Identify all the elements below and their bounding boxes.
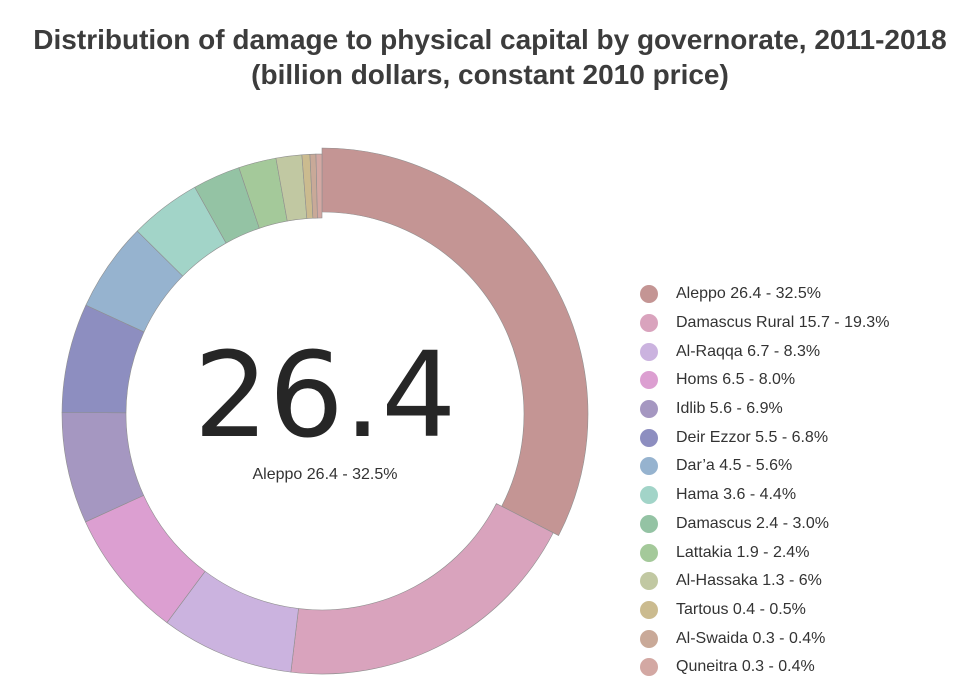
center-value: 26.4 [193, 326, 457, 464]
legend-item-damascus[interactable]: Damascus 2.4 - 3.0% [640, 510, 889, 539]
legend-swatch [640, 572, 658, 591]
legend-label: Damascus Rural 15.7 - 19.3% [676, 314, 890, 332]
legend-label: Aleppo 26.4 - 32.5% [676, 285, 821, 303]
legend-item-dar-a[interactable]: Dar’a 4.5 - 5.6% [640, 452, 889, 481]
legend-item-al-raqqa[interactable]: Al-Raqqa 6.7 - 8.3% [640, 337, 889, 366]
legend-swatch [640, 514, 658, 533]
legend-swatch [640, 314, 658, 333]
legend-label: Tartous 0.4 - 0.5% [676, 600, 806, 618]
legend-swatch [640, 371, 658, 390]
legend-item-hama[interactable]: Hama 3.6 - 4.4% [640, 481, 889, 510]
chart-title: Distribution of damage to physical capit… [0, 22, 980, 92]
legend-item-homs[interactable]: Homs 6.5 - 8.0% [640, 366, 889, 395]
legend-swatch [640, 600, 658, 619]
legend-label: Idlib 5.6 - 6.9% [676, 400, 783, 418]
legend-item-idlib[interactable]: Idlib 5.6 - 6.9% [640, 395, 889, 424]
chart-legend: Aleppo 26.4 - 32.5% Damascus Rural 15.7 -… [640, 280, 889, 682]
legend-swatch [640, 428, 658, 447]
legend-item-damascus-rural[interactable]: Damascus Rural 15.7 - 19.3% [640, 309, 889, 338]
legend-label: Lattakia 1.9 - 2.4% [676, 543, 810, 561]
donut-slice-damascus-rural[interactable] [290, 503, 554, 675]
legend-label: Al-Raqqa 6.7 - 8.3% [676, 342, 821, 360]
legend-label: Dar’a 4.5 - 5.6% [676, 457, 793, 475]
legend-label: Al-Hassaka 1.3 - 6% [676, 572, 822, 590]
legend-label: Quneitra 0.3 - 0.4% [676, 658, 815, 676]
donut-slice-aleppo[interactable] [321, 147, 589, 536]
legend-item-tartous[interactable]: Tartous 0.4 - 0.5% [640, 596, 889, 625]
legend-swatch [640, 457, 658, 476]
legend-label: Deir Ezzor 5.5 - 6.8% [676, 428, 829, 446]
legend-label: Homs 6.5 - 8.0% [676, 371, 796, 389]
legend-item-aleppo[interactable]: Aleppo 26.4 - 32.5% [640, 280, 889, 309]
legend-item-al-swaida[interactable]: Al-Swaida 0.3 - 0.4% [640, 624, 889, 653]
legend-swatch [640, 400, 658, 419]
legend-item-quneitra[interactable]: Quneitra 0.3 - 0.4% [640, 653, 889, 682]
center-label: Aleppo 26.4 - 32.5% [252, 466, 398, 483]
legend-label: Al-Swaida 0.3 - 0.4% [676, 629, 826, 647]
donut-slice-quneitra[interactable] [315, 153, 323, 219]
legend-swatch [640, 658, 658, 677]
legend-label: Hama 3.6 - 4.4% [676, 486, 797, 504]
legend-item-lattakia[interactable]: Lattakia 1.9 - 2.4% [640, 538, 889, 567]
legend-swatch [640, 285, 658, 304]
chart-title-line2: (billion dollars, constant 2010 price) [251, 59, 729, 90]
legend-swatch [640, 543, 658, 562]
legend-item-deir-ezzor[interactable]: Deir Ezzor 5.5 - 6.8% [640, 423, 889, 452]
legend-swatch [640, 486, 658, 505]
legend-label: Damascus 2.4 - 3.0% [676, 514, 829, 532]
chart-title-line1: Distribution of damage to physical capit… [33, 24, 947, 55]
legend-swatch [640, 342, 658, 361]
legend-swatch [640, 629, 658, 648]
legend-item-al-hassaka[interactable]: Al-Hassaka 1.3 - 6% [640, 567, 889, 596]
